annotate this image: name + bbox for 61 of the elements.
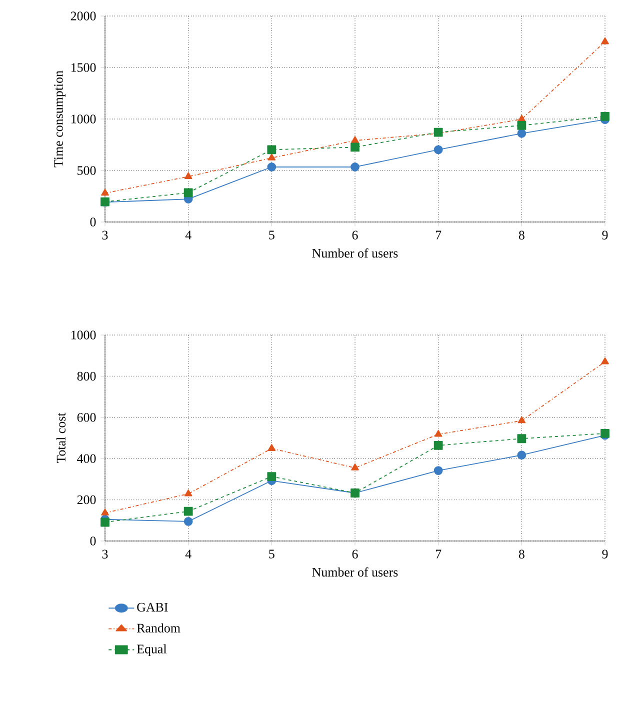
point xyxy=(101,188,109,196)
point xyxy=(184,188,193,198)
point xyxy=(434,145,443,154)
point xyxy=(350,142,360,152)
x-tick-label: 6 xyxy=(352,550,358,558)
x-tick-label: 7 xyxy=(436,550,442,558)
point xyxy=(351,463,359,470)
point xyxy=(517,128,526,138)
y-axis-title: Total cost xyxy=(56,412,66,464)
point xyxy=(267,145,276,154)
point xyxy=(184,172,192,180)
x-tick-label: 9 xyxy=(602,550,608,558)
y-tick-label: 800 xyxy=(77,372,96,381)
x-tick-label: 3 xyxy=(102,550,108,558)
point xyxy=(267,162,276,172)
y-tick-label: 600 xyxy=(77,413,96,422)
x-tick-label: 8 xyxy=(518,550,524,559)
point xyxy=(184,489,192,496)
point xyxy=(267,472,276,481)
legend-label: Equal xyxy=(136,644,167,656)
point xyxy=(517,434,526,444)
point xyxy=(517,121,526,130)
x-axis-title: Number of users xyxy=(312,567,398,577)
y-tick-label: 400 xyxy=(77,454,96,463)
point xyxy=(517,450,526,460)
x-axis-title: Number of users xyxy=(312,248,398,258)
point xyxy=(350,162,360,172)
point xyxy=(268,444,276,451)
x-tick-label: 4 xyxy=(185,230,192,240)
y-tick-label: 1000 xyxy=(71,330,96,340)
y-tick-label: 200 xyxy=(77,495,96,504)
point xyxy=(601,357,609,364)
y-tick-label: 1000 xyxy=(71,114,96,124)
x-tick-label: 6 xyxy=(352,230,358,240)
y-tick-label: 0 xyxy=(90,536,96,546)
point xyxy=(434,466,443,475)
point xyxy=(268,153,276,160)
point xyxy=(351,136,359,143)
y-tick-label: 2000 xyxy=(70,12,96,20)
legend-label: GABI xyxy=(137,602,168,612)
point xyxy=(601,37,609,44)
y-tick-label: 500 xyxy=(78,166,96,175)
x-tick-label: 3 xyxy=(102,230,108,240)
x-tick-label: 5 xyxy=(269,230,274,240)
y-tick-label: 1500 xyxy=(71,63,96,72)
y-tick-label: 0 xyxy=(90,218,96,226)
point xyxy=(434,440,443,450)
point xyxy=(600,112,610,121)
x-tick-label: 7 xyxy=(436,230,442,240)
legend-label: Random xyxy=(136,623,180,632)
point xyxy=(434,430,442,437)
point xyxy=(101,508,109,516)
point xyxy=(184,506,193,516)
y-axis-title: Time consumption xyxy=(54,70,66,168)
x-tick-label: 5 xyxy=(269,550,274,558)
point xyxy=(184,516,193,526)
point xyxy=(100,518,110,527)
x-tick-label: 9 xyxy=(602,230,608,240)
x-tick-label: 8 xyxy=(518,230,524,240)
x-tick-label: 4 xyxy=(185,550,192,558)
point xyxy=(518,416,526,424)
